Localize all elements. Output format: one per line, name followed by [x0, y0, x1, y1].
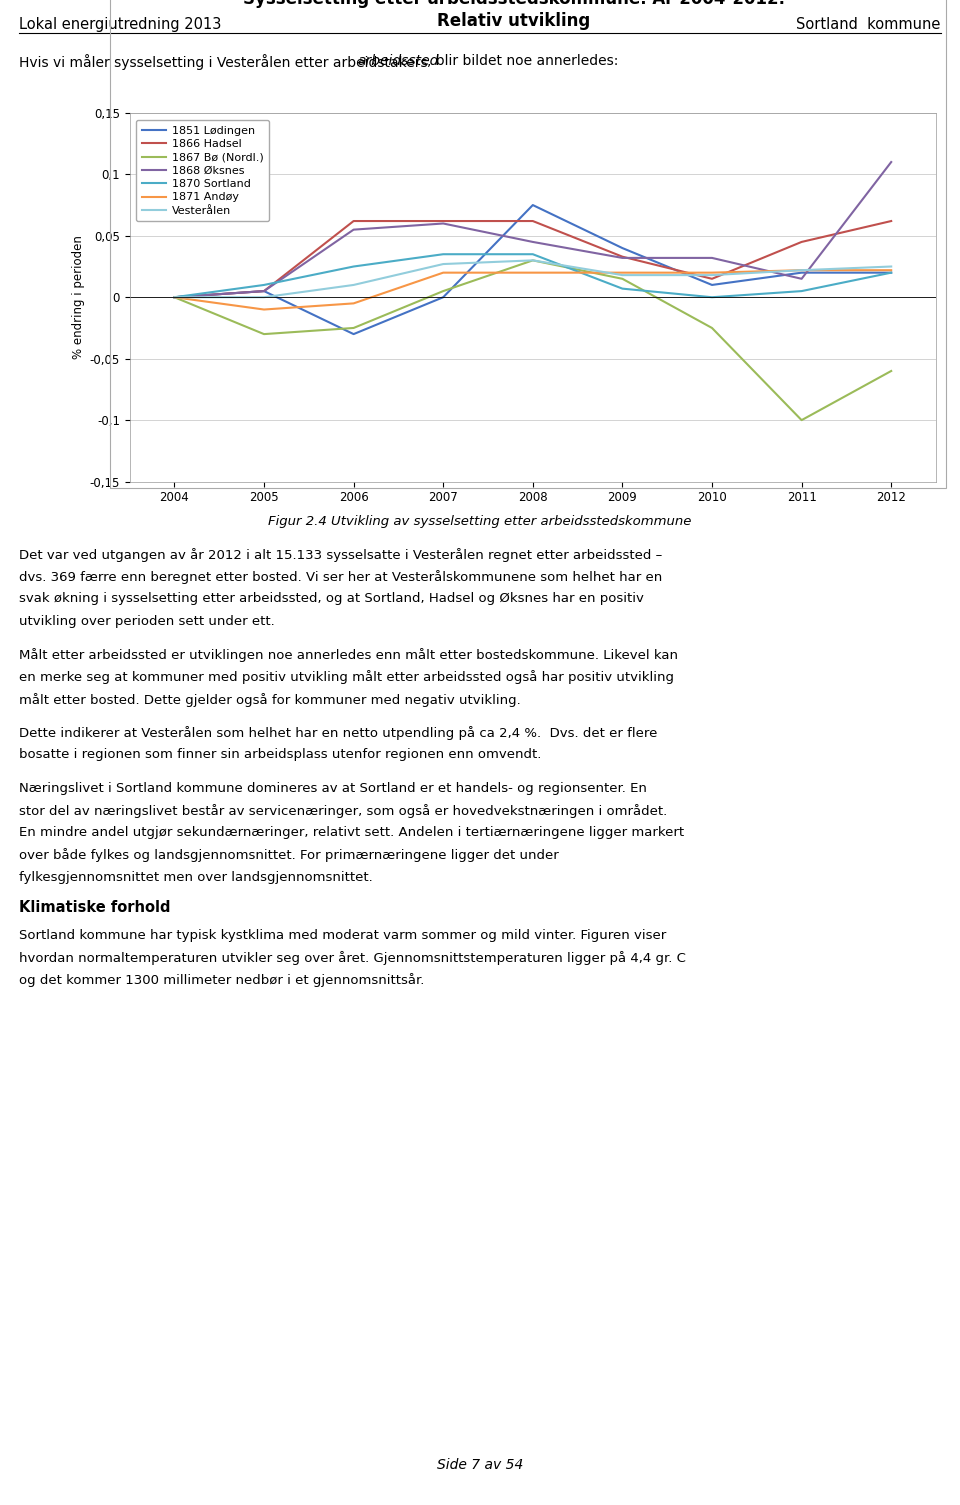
Vesterålen	[258, 287, 270, 306]
1871 Andøy	[796, 262, 807, 280]
1870 Sortland	[169, 287, 180, 306]
1868 Øksnes	[258, 281, 270, 299]
1867 Bø (Nordl.)	[527, 251, 539, 269]
1868 Øksnes	[527, 233, 539, 251]
Text: bosatte i regionen som finner sin arbeidsplass utenfor regionen enn omvendt.: bosatte i regionen som finner sin arbeid…	[19, 748, 541, 762]
1851 Lødingen	[348, 325, 359, 343]
1866 Hadsel	[527, 212, 539, 230]
1851 Lødingen	[169, 287, 180, 306]
1866 Hadsel	[348, 212, 359, 230]
1870 Sortland	[796, 281, 807, 299]
1870 Sortland	[438, 245, 449, 263]
Line: 1851 Lødingen: 1851 Lødingen	[175, 205, 891, 334]
1866 Hadsel	[616, 248, 628, 266]
Text: stor del av næringslivet består av servicenæringer, som også er hovedvekstnæring: stor del av næringslivet består av servi…	[19, 804, 667, 817]
1866 Hadsel	[885, 212, 897, 230]
1868 Øksnes	[616, 248, 628, 266]
Text: en merke seg at kommuner med positiv utvikling målt etter arbeidssted også har p: en merke seg at kommuner med positiv utv…	[19, 670, 674, 685]
1871 Andøy	[527, 263, 539, 281]
1867 Bø (Nordl.)	[616, 269, 628, 287]
1868 Øksnes	[885, 154, 897, 172]
Text: og det kommer 1300 millimeter nedbør i et gjennomsnittsår.: og det kommer 1300 millimeter nedbør i e…	[19, 974, 424, 987]
Line: 1868 Øksnes: 1868 Øksnes	[175, 163, 891, 296]
Text: Figur 2.4 Utvikling av sysselsetting etter arbeidsstedskommune: Figur 2.4 Utvikling av sysselsetting ett…	[268, 515, 692, 528]
Text: Relativ utvikling: Relativ utvikling	[437, 12, 590, 30]
1867 Bø (Nordl.)	[169, 287, 180, 306]
1851 Lødingen	[796, 263, 807, 281]
Text: dvs. 369 færre enn beregnet etter bosted. Vi ser her at Vesterålskommunene som h: dvs. 369 færre enn beregnet etter bosted…	[19, 570, 662, 584]
1851 Lødingen	[438, 287, 449, 306]
Line: 1871 Andøy: 1871 Andøy	[175, 271, 891, 310]
Line: Vesterålen: Vesterålen	[175, 260, 891, 296]
1868 Øksnes	[707, 248, 718, 266]
1868 Øksnes	[796, 269, 807, 287]
Vesterålen	[885, 257, 897, 275]
Vesterålen	[438, 254, 449, 272]
Text: Sortland  kommune: Sortland kommune	[797, 17, 941, 32]
1871 Andøy	[348, 295, 359, 313]
1851 Lødingen	[258, 281, 270, 299]
1851 Lødingen	[527, 196, 539, 214]
1871 Andøy	[258, 301, 270, 319]
Text: Sortland kommune har typisk kystklima med moderat varm sommer og mild vinter. Fi: Sortland kommune har typisk kystklima me…	[19, 929, 666, 942]
1870 Sortland	[885, 263, 897, 281]
Vesterålen	[348, 275, 359, 293]
1870 Sortland	[707, 287, 718, 306]
Text: Hvis vi måler sysselsetting i Vesterålen etter arbeidstakers: Hvis vi måler sysselsetting i Vesterålen…	[19, 54, 432, 71]
Text: , blir bildet noe annerledes:: , blir bildet noe annerledes:	[427, 54, 618, 68]
1871 Andøy	[707, 263, 718, 281]
1867 Bø (Nordl.)	[258, 325, 270, 343]
Line: 1870 Sortland: 1870 Sortland	[175, 254, 891, 296]
Text: Lokal energiutredning 2013: Lokal energiutredning 2013	[19, 17, 222, 32]
1868 Øksnes	[438, 214, 449, 232]
1871 Andøy	[169, 287, 180, 306]
1866 Hadsel	[438, 212, 449, 230]
1871 Andøy	[616, 263, 628, 281]
1867 Bø (Nordl.)	[438, 281, 449, 299]
Text: Næringslivet i Sortland kommune domineres av at Sortland er et handels- og regio: Næringslivet i Sortland kommune dominere…	[19, 781, 647, 795]
Line: 1867 Bø (Nordl.): 1867 Bø (Nordl.)	[175, 260, 891, 420]
Vesterålen	[169, 287, 180, 306]
1867 Bø (Nordl.)	[707, 319, 718, 337]
Text: over både fylkes og landsgjennomsnittet. For primærnæringene ligger det under: over både fylkes og landsgjennomsnittet.…	[19, 849, 559, 862]
1870 Sortland	[258, 275, 270, 293]
1867 Bø (Nordl.)	[796, 411, 807, 429]
Vesterålen	[796, 262, 807, 280]
Vesterålen	[616, 266, 628, 284]
Text: Målt etter arbeidssted er utviklingen noe annerledes enn målt etter bostedskommu: Målt etter arbeidssted er utviklingen no…	[19, 649, 678, 662]
Line: 1866 Hadsel: 1866 Hadsel	[175, 221, 891, 296]
1867 Bø (Nordl.)	[885, 361, 897, 379]
1851 Lødingen	[885, 263, 897, 281]
Text: Sysselsetting etter arbeidsstedskommune. År 2004-2012.: Sysselsetting etter arbeidsstedskommune.…	[243, 0, 784, 8]
Legend: 1851 Lødingen, 1866 Hadsel, 1867 Bø (Nordl.), 1868 Øksnes, 1870 Sortland, 1871 A: 1851 Lødingen, 1866 Hadsel, 1867 Bø (Nor…	[136, 120, 269, 221]
1866 Hadsel	[169, 287, 180, 306]
1868 Øksnes	[348, 221, 359, 239]
1851 Lødingen	[707, 275, 718, 293]
Text: Dette indikerer at Vesterålen som helhet har en netto utpendling på ca 2,4 %.  D: Dette indikerer at Vesterålen som helhet…	[19, 725, 658, 740]
1866 Hadsel	[258, 281, 270, 299]
1868 Øksnes	[169, 287, 180, 306]
Text: Klimatiske forhold: Klimatiske forhold	[19, 900, 171, 915]
1870 Sortland	[348, 257, 359, 275]
Text: Det var ved utgangen av år 2012 i alt 15.133 sysselsatte i Vesterålen regnet ett: Det var ved utgangen av år 2012 i alt 15…	[19, 548, 662, 561]
Text: utvikling over perioden sett under ett.: utvikling over perioden sett under ett.	[19, 614, 275, 628]
Text: Side 7 av 54: Side 7 av 54	[437, 1458, 523, 1472]
Text: arbeidssted: arbeidssted	[357, 54, 439, 68]
1866 Hadsel	[707, 269, 718, 287]
Text: svak økning i sysselsetting etter arbeidssted, og at Sortland, Hadsel og Øksnes : svak økning i sysselsetting etter arbeid…	[19, 593, 644, 605]
Text: En mindre andel utgjør sekundærnæringer, relativt sett. Andelen i tertiærnæringe: En mindre andel utgjør sekundærnæringer,…	[19, 826, 684, 840]
Text: hvordan normaltemperaturen utvikler seg over året. Gjennomsnittstemperaturen lig: hvordan normaltemperaturen utvikler seg …	[19, 951, 686, 965]
1866 Hadsel	[796, 233, 807, 251]
Vesterålen	[527, 251, 539, 269]
1871 Andøy	[885, 262, 897, 280]
Y-axis label: % endring i perioden: % endring i perioden	[72, 235, 85, 360]
1871 Andøy	[438, 263, 449, 281]
1870 Sortland	[527, 245, 539, 263]
Text: fylkesgjennomsnittet men over landsgjennomsnittet.: fylkesgjennomsnittet men over landsgjenn…	[19, 871, 372, 883]
1867 Bø (Nordl.)	[348, 319, 359, 337]
1851 Lødingen	[616, 239, 628, 257]
Text: målt etter bosted. Dette gjelder også for kommuner med negativ utvikling.: målt etter bosted. Dette gjelder også fo…	[19, 692, 521, 706]
1870 Sortland	[616, 280, 628, 298]
Vesterålen	[707, 266, 718, 284]
